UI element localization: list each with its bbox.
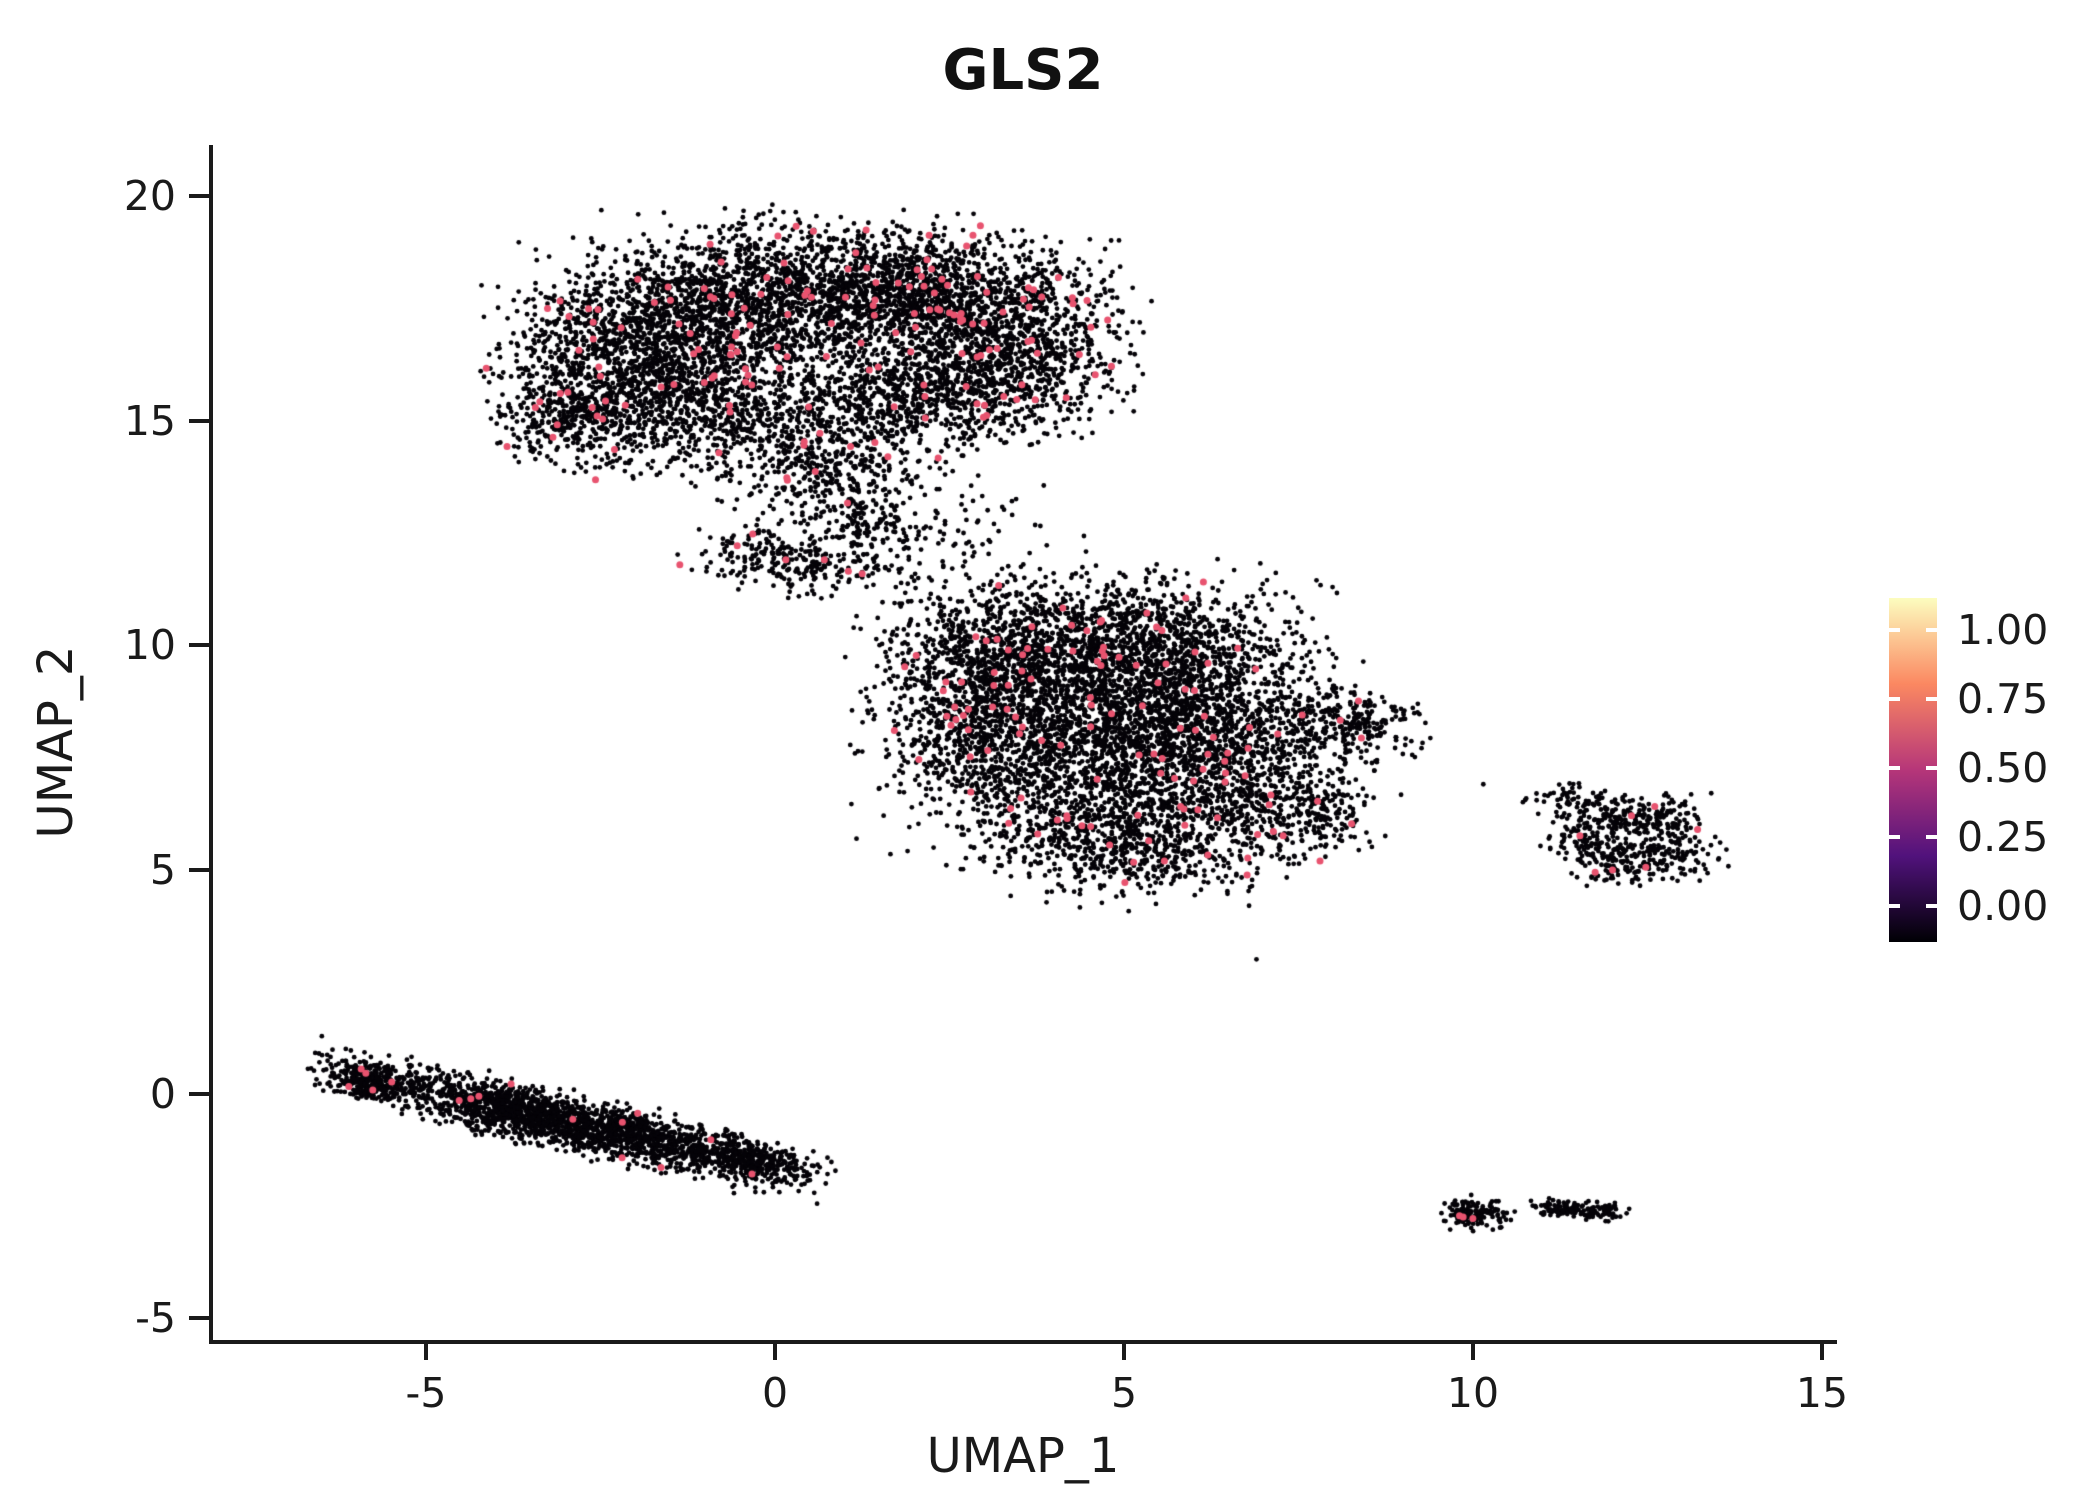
colorbar-tick (1926, 628, 1937, 632)
colorbar-label: 0.50 (1957, 744, 2049, 792)
y-tick-label: 0 (149, 1070, 176, 1118)
colorbar-label: 1.00 (1957, 606, 2049, 654)
x-tick-mark (1122, 1344, 1126, 1360)
x-tick-mark (1471, 1344, 1475, 1360)
colorbar-tick (1889, 835, 1900, 839)
y-axis-line (209, 145, 213, 1344)
x-tick-label: 10 (1446, 1369, 1500, 1417)
colorbar-tick (1889, 697, 1900, 701)
y-tick-label: 5 (149, 846, 176, 894)
y-tick-mark (189, 1092, 209, 1096)
y-tick-label: 10 (123, 621, 176, 669)
colorbar-tick (1926, 904, 1937, 908)
colorbar-label: 0.00 (1957, 882, 2049, 930)
x-tick-label: 15 (1795, 1369, 1849, 1417)
y-tick-label: -5 (135, 1294, 176, 1342)
y-tick-mark (189, 419, 209, 423)
x-axis-label: UMAP_1 (926, 1428, 1120, 1484)
colorbar-tick (1889, 904, 1900, 908)
colorbar-tick (1926, 766, 1937, 770)
scatter-points-canvas (213, 145, 1833, 1340)
x-tick-mark (424, 1344, 428, 1360)
y-tick-label: 20 (123, 172, 176, 220)
colorbar-label: 0.75 (1957, 675, 2049, 723)
y-axis-label: UMAP_2 (28, 645, 84, 839)
x-tick-mark (773, 1344, 777, 1360)
x-axis-line (209, 1340, 1837, 1344)
y-tick-mark (189, 194, 209, 198)
y-tick-label: 15 (123, 397, 176, 445)
x-tick-label: 5 (1110, 1369, 1138, 1417)
colorbar-tick (1889, 628, 1900, 632)
x-tick-label: -5 (405, 1369, 447, 1417)
colorbar-tick (1926, 835, 1937, 839)
plot-title: GLS2 (942, 38, 1104, 103)
y-tick-mark (189, 643, 209, 647)
colorbar-tick (1889, 766, 1900, 770)
plot-area (213, 145, 1833, 1340)
y-tick-mark (189, 1316, 209, 1320)
x-tick-label: 0 (761, 1369, 789, 1417)
x-tick-mark (1820, 1344, 1824, 1360)
colorbar-tick (1926, 697, 1937, 701)
colorbar-gradient (1889, 598, 1937, 942)
y-tick-mark (189, 868, 209, 872)
colorbar-label: 0.25 (1957, 813, 2049, 861)
